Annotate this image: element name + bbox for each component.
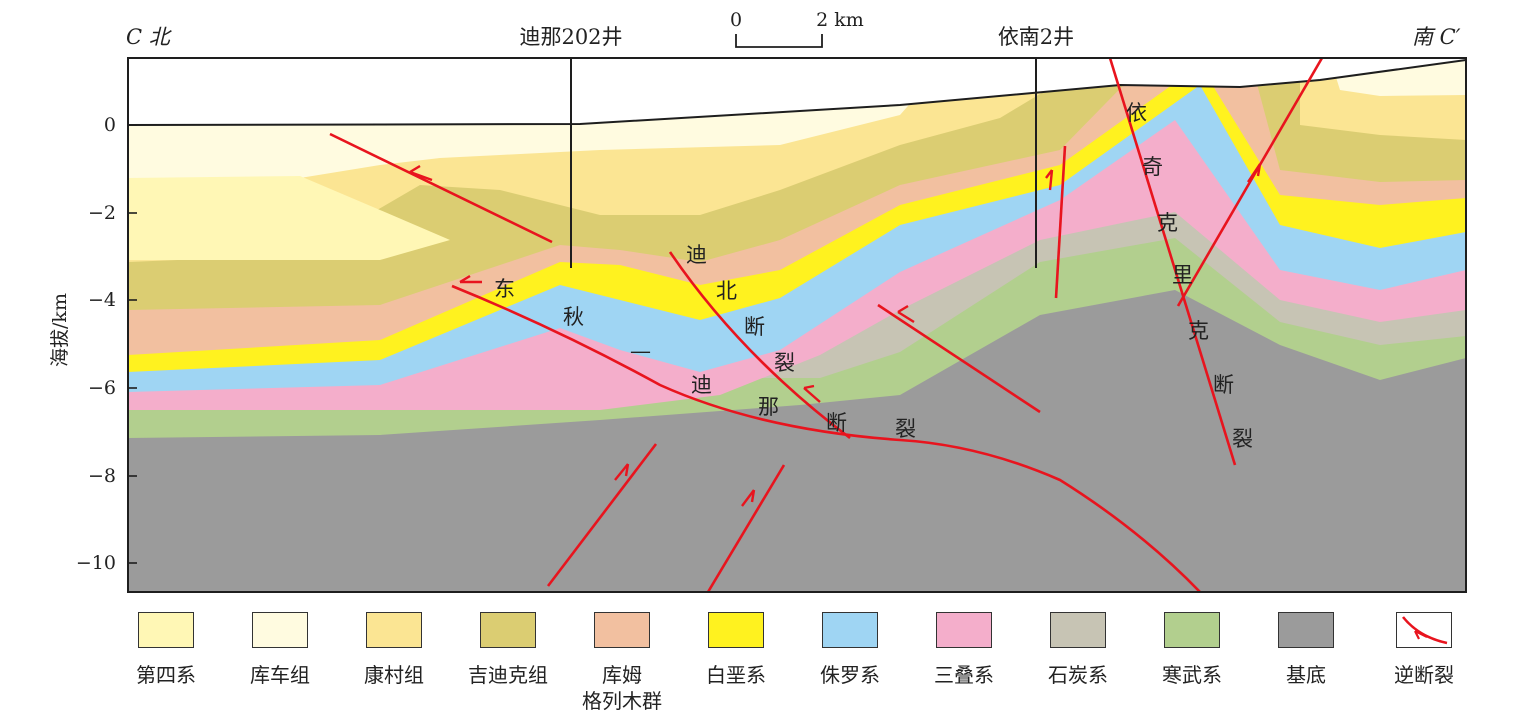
arrow-north-shallow [409,164,433,182]
fault-label-char: 裂 [895,417,916,441]
scale-2km-label: 2 km [816,9,864,31]
section-south-label: 南 C′ [1412,25,1461,49]
y-tick-label: −2 [88,202,116,224]
fault-label-char: 断 [826,411,847,435]
y-tick-label: 0 [104,114,116,136]
well-dina202-label: 迪那202井 [519,25,622,49]
fault-dibei [668,251,851,440]
fault-dongqiu-dina [451,284,1201,592]
arrow-yinan-splay [1045,169,1054,191]
fault-label-char: 断 [1213,373,1234,397]
fault-label-char: 断 [744,315,765,339]
arrow-south-backthrust [1247,163,1262,183]
y-tick-labels: 0 −2 −4 −6 −8 −10 [76,114,116,574]
faults [329,58,1324,592]
strata-layers: 东 秋 — 迪 那 断 裂 迪 北 断 裂 依 奇 克 里 克 断 裂 [128,58,1466,592]
ground-surface-line [128,59,1466,126]
arrow-basement-2 [741,489,756,507]
y-tick-label: −8 [88,465,116,487]
fault-labels: 东 秋 — 迪 那 断 裂 迪 北 断 裂 依 奇 克 里 克 断 裂 [494,101,1253,451]
fault-label-char: 东 [494,277,515,301]
arrow-dongqiu [459,274,482,284]
arrow-central [897,304,915,324]
fault-label-char: — [630,339,651,363]
well-yinan2-label: 依南2井 [998,25,1074,49]
fault-label-char: 奇 [1142,155,1163,179]
y-axis-label: 海拔/km [49,293,71,367]
fault-label-char: 依 [1126,101,1147,125]
fault-south-backthrust [1176,58,1324,307]
scale-zero-label: 0 [730,9,742,31]
arrow-basement-1 [614,463,630,481]
fault-north-shallow [329,132,553,244]
fault-label-char: 那 [758,395,779,419]
fault-label-char: 裂 [774,351,795,375]
arrow-dibei [803,384,821,403]
fault-basement-2 [706,464,786,592]
fault-label-char: 裂 [1232,427,1253,451]
plot-frame [127,57,1467,593]
fault-label-char: 克 [1157,211,1178,235]
fault-central [877,303,1041,414]
y-tick-label: −10 [76,552,116,574]
fault-basement-1 [546,443,658,587]
fault-label-char: 克 [1188,319,1209,343]
fault-label-char: 秋 [563,305,584,329]
fault-label-char: 迪 [691,373,712,397]
fault-label-char: 迪 [686,243,707,267]
fault-arrows [409,163,1262,507]
section-north-label: C 北 [126,25,173,49]
fault-yiqikelike [1108,58,1237,466]
fault-yinan-splay [1054,145,1067,299]
y-tick-label: −4 [88,289,116,311]
scale-bar [735,34,823,48]
y-tick-label: −6 [88,377,116,399]
y-axis [128,124,137,564]
fault-label-char: 里 [1172,263,1193,287]
fault-label-char: 北 [716,279,737,303]
